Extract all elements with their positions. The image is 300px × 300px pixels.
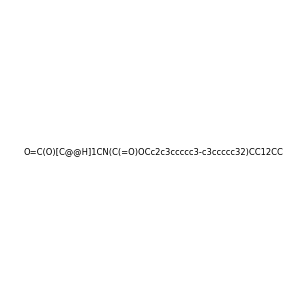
Text: O=C(O)[C@@H]1CN(C(=O)OCc2c3ccccc3-c3ccccc32)CC12CC: O=C(O)[C@@H]1CN(C(=O)OCc2c3ccccc3-c3cccc… <box>24 147 284 156</box>
